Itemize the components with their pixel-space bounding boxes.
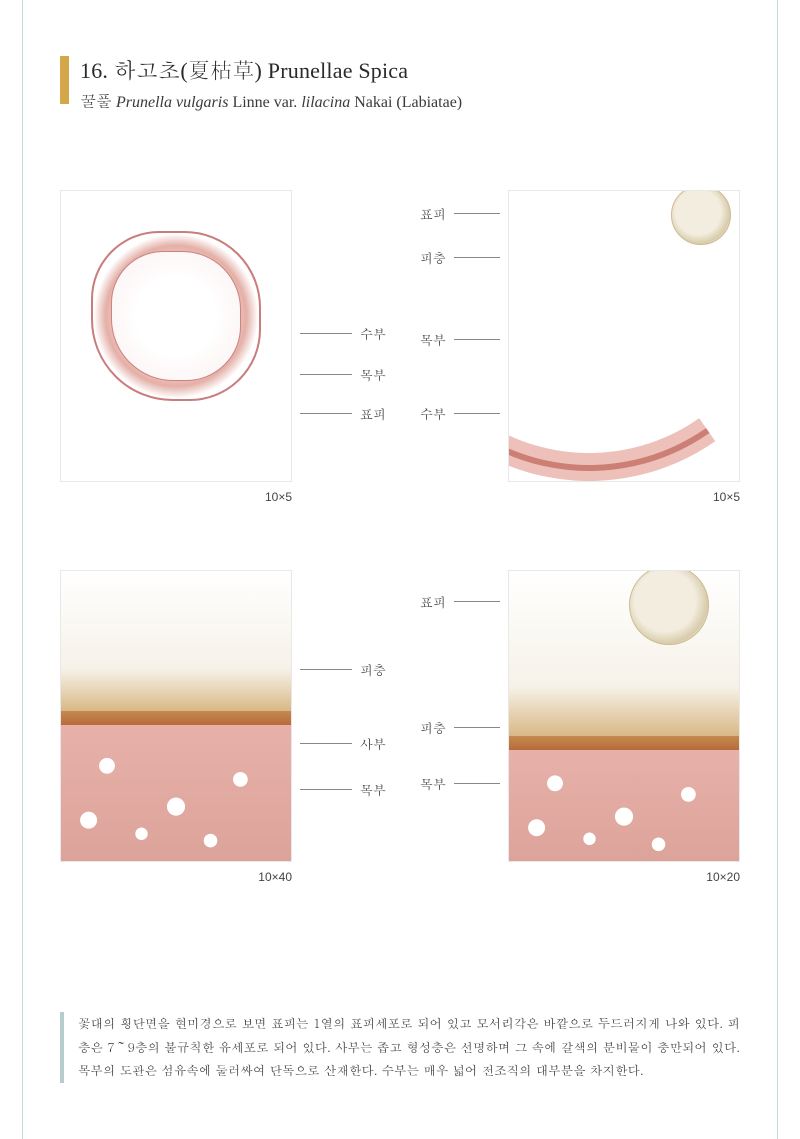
- anatomy-label-xylem: 목부: [420, 774, 500, 793]
- anatomy-label-cortex: 피층: [300, 660, 386, 679]
- label-text: 수부: [420, 404, 446, 423]
- leader-line: [300, 743, 352, 744]
- leader-line: [300, 413, 352, 414]
- magnification-label: 10×20: [706, 870, 740, 884]
- figure-row: 10×40 피층 사부 목부: [60, 570, 740, 900]
- leader-line: [454, 727, 500, 728]
- figure-r2-left: 10×40 피층 사부 목부: [60, 570, 292, 862]
- description-block: 꽃대의 횡단면을 현미경으로 보면 표피는 1열의 표피세포로 되어 있고 모서…: [60, 1012, 740, 1083]
- figure-r2-right: 10×20 표피 피층 목부: [508, 570, 740, 862]
- anatomy-label-xylem: 목부: [300, 365, 386, 384]
- leader-line: [300, 789, 352, 790]
- leader-line: [454, 783, 500, 784]
- leader-line: [454, 257, 500, 258]
- page-rule-left: [22, 0, 23, 1139]
- label-text: 목부: [420, 774, 446, 793]
- subtitle-prefix: 꿀풀: [80, 94, 112, 111]
- label-text: 사부: [360, 734, 386, 753]
- anatomy-label-cortex: 피층: [420, 718, 500, 737]
- anatomy-label-phloem: 사부: [300, 734, 386, 753]
- anatomy-label-pith: 수부: [420, 404, 500, 423]
- label-text: 목부: [420, 330, 446, 349]
- page-subtitle: 꿀풀 Prunella vulgaris Linne var. lilacina…: [80, 89, 740, 112]
- leader-line: [300, 374, 352, 375]
- magnification-label: 10×40: [258, 870, 292, 884]
- label-text: 표피: [420, 204, 446, 223]
- label-text: 피층: [360, 660, 386, 679]
- micrograph: [60, 190, 292, 482]
- figure-grid: 10×5 수부 목부 표피 10×5: [60, 190, 740, 900]
- anatomy-label-xylem: 목부: [300, 780, 386, 799]
- figure-row: 10×5 수부 목부 표피 10×5: [60, 190, 740, 530]
- anatomy-label-epidermis: 표피: [300, 404, 386, 423]
- figure-r1-left: 10×5 수부 목부 표피: [60, 190, 292, 482]
- title-korean: 하고초(夏枯草): [114, 58, 262, 83]
- anatomy-label-pith: 수부: [300, 324, 386, 343]
- page-rule-right: [777, 0, 778, 1139]
- label-text: 목부: [360, 365, 386, 384]
- subtitle-mid: Linne var.: [228, 94, 301, 111]
- magnification-label: 10×5: [265, 490, 292, 504]
- header: 16. 하고초(夏枯草) Prunellae Spica 꿀풀 Prunella…: [60, 54, 740, 112]
- figure-r1-right: 10×5 표피 피층 목부 수부: [508, 190, 740, 482]
- magnification-label: 10×5: [713, 490, 740, 504]
- subtitle-binomial-1: Prunella vulgaris: [116, 94, 228, 111]
- label-text: 피층: [420, 248, 446, 267]
- page-title: 16. 하고초(夏枯草) Prunellae Spica: [80, 54, 740, 85]
- label-text: 수부: [360, 324, 386, 343]
- description-text: 꽃대의 횡단면을 현미경으로 보면 표피는 1열의 표피세포로 되어 있고 모서…: [78, 1012, 740, 1083]
- anatomy-label-epidermis: 표피: [420, 592, 500, 611]
- micrograph: [508, 190, 740, 482]
- anatomy-label-epidermis: 표피: [420, 204, 500, 223]
- label-text: 표피: [360, 404, 386, 423]
- header-accent-bar: [60, 56, 69, 104]
- leader-line: [300, 669, 352, 670]
- anatomy-label-xylem: 목부: [420, 330, 500, 349]
- micrograph: [508, 570, 740, 862]
- leader-line: [454, 413, 500, 414]
- label-text: 목부: [360, 780, 386, 799]
- label-text: 표피: [420, 592, 446, 611]
- leader-line: [454, 339, 500, 340]
- title-latin: Prunellae Spica: [268, 58, 408, 83]
- label-text: 피층: [420, 718, 446, 737]
- micrograph: [60, 570, 292, 862]
- leader-line: [454, 601, 500, 602]
- leader-line: [300, 333, 352, 334]
- anatomy-label-cortex: 피층: [420, 248, 500, 267]
- title-number: 16.: [80, 58, 108, 83]
- subtitle-binomial-2: lilacina: [301, 94, 350, 111]
- subtitle-suffix: Nakai (Labiatae): [350, 94, 462, 111]
- leader-line: [454, 213, 500, 214]
